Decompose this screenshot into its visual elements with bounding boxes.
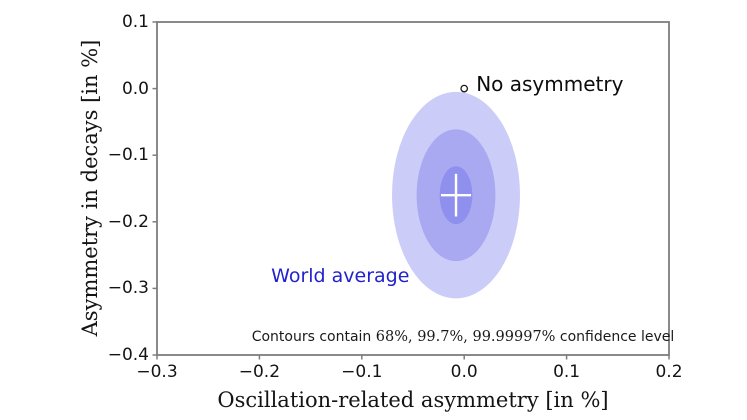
y-tick-label: 0.0 [121,78,149,99]
y-tick-label: 0.1 [121,12,149,32]
x-tick-label: 0.2 [655,362,683,382]
y-tick-label: −0.3 [107,278,149,299]
annotation-text: confidence level [555,329,675,345]
world-average-label: World average [271,264,410,287]
x-tick-label: 0.1 [553,362,581,382]
x-tick-label: −0.2 [238,362,281,382]
y-tick-label: −0.2 [107,211,149,232]
no-asymmetry-marker [460,84,469,93]
no-asymmetry-label: No asymmetry [476,71,624,96]
y-tick-label: −0.4 [107,345,149,365]
x-axis-label: Oscillation-related asymmetry [in %] [217,388,609,412]
x-tick-label: −0.3 [136,362,178,382]
x-tick-label: −0.1 [341,362,383,382]
y-tick-label: −0.1 [107,145,149,166]
plot-border [156,21,670,356]
annotation-text: Contours contain [251,329,376,345]
confidence-annotation: Contours contain 68%, 99.7%, 99.99997% c… [252,329,675,346]
annotation-confidence-levels: 68%, 99.7%, 99.99997% [375,329,556,345]
x-tick-label: 0.0 [450,362,478,382]
